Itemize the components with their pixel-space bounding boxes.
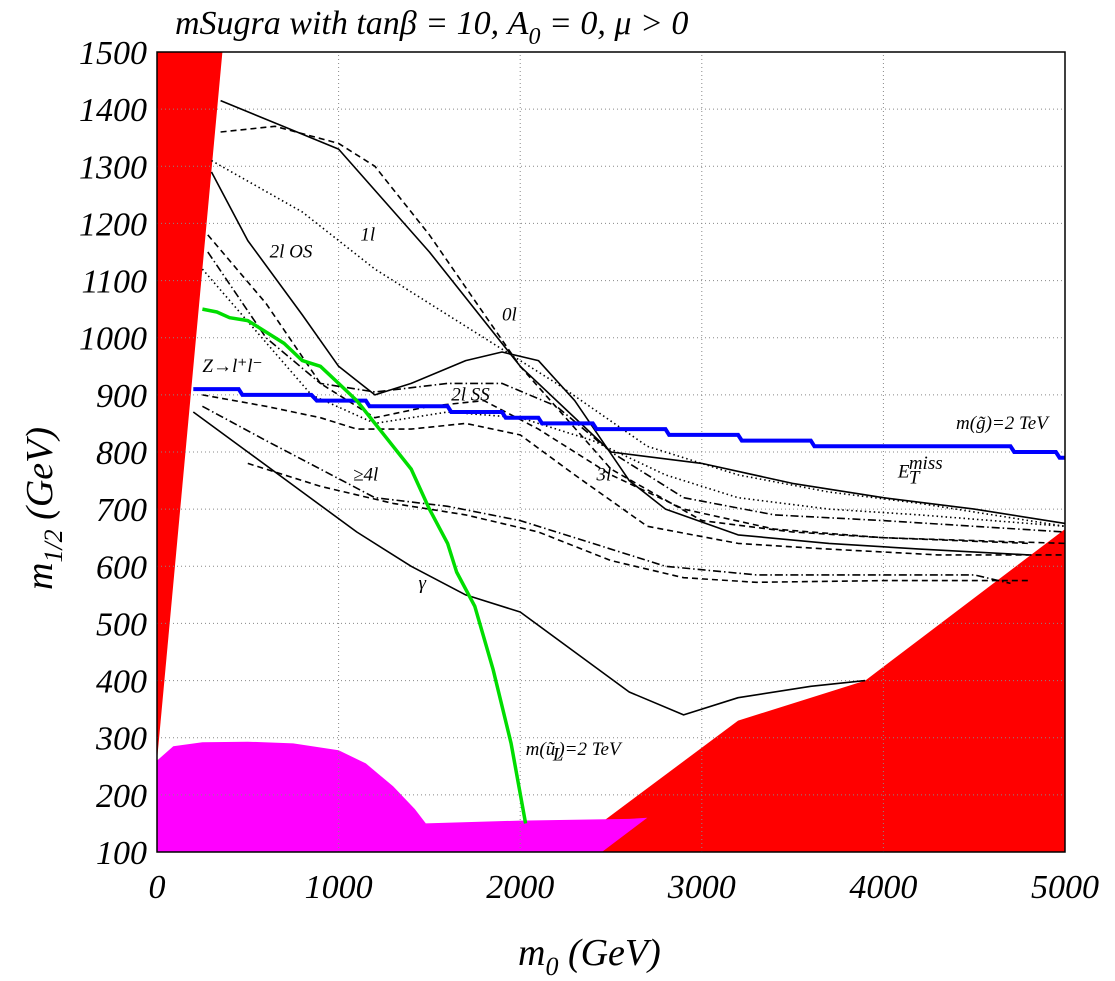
y-tick-label: 300	[95, 721, 147, 758]
series-line-4	[210, 171, 1029, 556]
grid	[157, 52, 1065, 852]
y-tick-label: 1400	[79, 92, 147, 129]
y-tick-label: 600	[96, 549, 147, 586]
plot-frame	[156, 51, 1066, 853]
excluded-regions	[157, 52, 1065, 852]
y-tick-label: 900	[96, 378, 147, 415]
series-line-8	[202, 394, 1065, 556]
gluino-mass-line	[193, 387, 1065, 460]
annotation-label: 2l SS	[451, 385, 490, 406]
y-tick-label: 1000	[79, 321, 147, 358]
series-line-5	[207, 234, 1029, 545]
series-line-11	[192, 411, 866, 716]
annotation-label: γ	[419, 573, 427, 594]
series-line-10	[247, 462, 1029, 584]
series-line-2	[220, 125, 1066, 545]
squark-mass-line	[202, 307, 528, 824]
y-tick-label: 400	[96, 664, 147, 701]
x-tick-label: 3000	[667, 869, 736, 906]
y-tick-label: 500	[96, 606, 147, 643]
series-line-9	[202, 405, 1011, 585]
series-line-7	[201, 268, 1066, 528]
annotation-label: m(ũ	[526, 739, 556, 760]
mass-contours	[193, 307, 1065, 824]
x-tick-label: 4000	[849, 869, 917, 906]
y-tick-label: 200	[96, 778, 147, 815]
annotation-label: miss	[909, 453, 943, 474]
y-axis-label: m1/2 (GeV)	[19, 427, 68, 590]
annotation-label: m(g̃)=2 TeV	[956, 413, 1050, 434]
annotations: 2l OS 1l 0l Z→l⁺l⁻ 2l SS ≥4l 3l γ m(g̃)=2 TeV E Tm…	[202, 225, 1050, 766]
annotation-label: 3l	[595, 465, 611, 486]
y-tick-label: 800	[96, 435, 147, 472]
chart-title: mSugra with tanβ = 10, A0 = 0, μ > 0	[175, 5, 688, 50]
annotation-label: ≥4l	[353, 465, 378, 486]
x-axis-label: m0 (GeV)	[518, 932, 661, 981]
x-tick-label: 1000	[305, 869, 373, 906]
region-excluded-right	[562, 529, 1065, 852]
annotation-label: )=2 TeV	[557, 739, 623, 760]
signal-curves	[192, 99, 1066, 716]
annotation-label: E	[897, 462, 910, 483]
x-tick-label: 0	[149, 869, 166, 906]
region-excluded-left	[157, 52, 223, 761]
tick-labels: 0 1000 2000 3000 4000 5000 100 200 300 400 500 600 7…	[79, 35, 1099, 906]
y-tick-label: 1200	[79, 206, 147, 243]
annotation-label: L	[552, 745, 564, 766]
annotation-label: Z→l⁺l⁻	[202, 356, 262, 377]
y-tick-label: 1100	[82, 264, 147, 301]
y-tick-label: 100	[96, 835, 147, 872]
series-line-6	[207, 251, 1066, 533]
y-tick-label: 1500	[79, 35, 147, 72]
annotation-label: 0l	[502, 305, 517, 326]
y-tick-label: 1300	[79, 149, 147, 186]
y-tick-label: 700	[96, 492, 147, 529]
annotation-label: 2l OS	[270, 242, 313, 263]
annotation-label: T	[909, 467, 921, 488]
x-tick-label: 2000	[486, 869, 554, 906]
x-tick-label: 5000	[1031, 869, 1099, 906]
series-line-1	[220, 99, 1066, 525]
region-lep-excluded	[157, 741, 648, 852]
annotation-label: 1l	[360, 225, 375, 246]
